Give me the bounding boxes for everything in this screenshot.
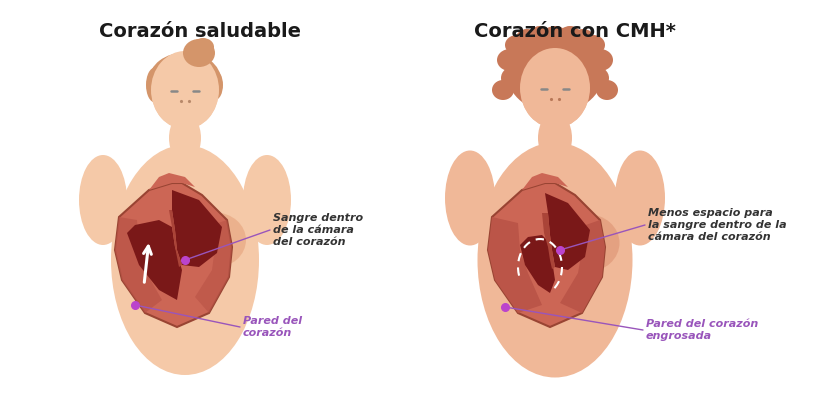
Polygon shape	[488, 183, 605, 327]
Polygon shape	[115, 217, 162, 313]
Ellipse shape	[555, 214, 620, 272]
Polygon shape	[115, 183, 232, 327]
Ellipse shape	[207, 70, 223, 100]
Text: Pared del
corazón: Pared del corazón	[243, 316, 302, 338]
Ellipse shape	[581, 66, 609, 90]
Ellipse shape	[516, 29, 538, 47]
Ellipse shape	[477, 143, 632, 377]
Ellipse shape	[149, 53, 221, 107]
Text: Pared del corazón
engrosada: Pared del corazón engrosada	[646, 319, 758, 341]
Text: Sangre dentro
de la cámara
del corazón: Sangre dentro de la cámara del corazón	[273, 213, 363, 246]
Ellipse shape	[520, 48, 590, 128]
Ellipse shape	[572, 29, 594, 47]
Ellipse shape	[183, 39, 215, 67]
Ellipse shape	[559, 26, 581, 44]
Ellipse shape	[543, 26, 567, 44]
Ellipse shape	[111, 145, 259, 375]
Polygon shape	[127, 220, 182, 300]
Ellipse shape	[492, 80, 514, 100]
Ellipse shape	[615, 151, 665, 246]
Ellipse shape	[596, 80, 618, 100]
Ellipse shape	[529, 26, 551, 44]
Ellipse shape	[501, 66, 529, 90]
Ellipse shape	[587, 49, 613, 71]
Polygon shape	[172, 190, 222, 267]
Text: Corazón con CMH*: Corazón con CMH*	[474, 22, 676, 41]
Ellipse shape	[521, 54, 589, 128]
Ellipse shape	[184, 213, 246, 267]
Polygon shape	[542, 213, 555, 269]
Polygon shape	[520, 235, 555, 293]
Polygon shape	[169, 210, 182, 267]
Ellipse shape	[507, 38, 602, 112]
Ellipse shape	[169, 113, 201, 163]
Ellipse shape	[581, 35, 605, 55]
Ellipse shape	[491, 214, 556, 272]
Text: Menos espacio para
la sangre dentro de la
cámara del corazón: Menos espacio para la sangre dentro de l…	[648, 208, 786, 242]
Polygon shape	[149, 173, 195, 190]
Ellipse shape	[79, 155, 127, 245]
Polygon shape	[488, 217, 542, 313]
Ellipse shape	[505, 35, 529, 55]
Polygon shape	[560, 220, 605, 313]
Ellipse shape	[151, 51, 219, 129]
Ellipse shape	[445, 151, 495, 246]
Polygon shape	[522, 173, 568, 190]
Ellipse shape	[243, 155, 291, 245]
Ellipse shape	[152, 57, 218, 129]
Ellipse shape	[146, 67, 164, 103]
Polygon shape	[195, 220, 232, 313]
Ellipse shape	[538, 112, 572, 164]
Ellipse shape	[124, 213, 186, 267]
Polygon shape	[545, 193, 590, 270]
Ellipse shape	[192, 38, 214, 56]
Ellipse shape	[497, 49, 523, 71]
Text: Corazón saludable: Corazón saludable	[99, 22, 301, 41]
